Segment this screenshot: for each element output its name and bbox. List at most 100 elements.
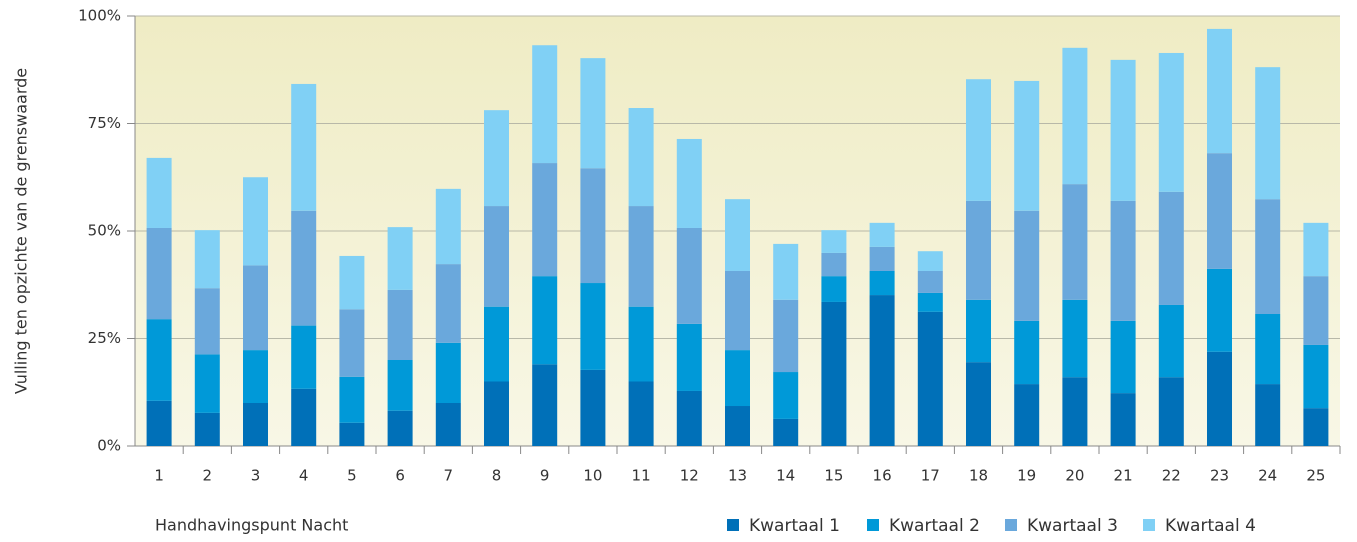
x-tick-label: 19 (1017, 467, 1036, 485)
bar-segment (243, 403, 268, 446)
bar-segment (1207, 351, 1232, 446)
bar-segment (773, 418, 799, 446)
x-tick-label: 15 (824, 467, 843, 485)
bar-segment (821, 276, 847, 302)
bar-segment (435, 403, 461, 446)
legend-swatch (1005, 519, 1017, 531)
bar-segment (821, 230, 847, 253)
legend-label: Kwartaal 2 (889, 516, 980, 536)
bar-segment (773, 372, 799, 419)
bar-segment (580, 168, 606, 284)
x-tick-label: 17 (921, 467, 940, 485)
bar-segment (1014, 210, 1040, 321)
bar-segment (628, 381, 654, 446)
bar-segment (243, 350, 268, 403)
y-tick-label: 75% (88, 114, 121, 132)
bar-segment (966, 200, 991, 300)
x-tick-label: 16 (873, 467, 892, 485)
bar-segment (1303, 408, 1329, 446)
x-tick-label: 24 (1258, 467, 1277, 485)
bar-segment (339, 255, 365, 310)
bar-segment (676, 227, 702, 324)
bar-segment (1303, 222, 1329, 277)
bar-segment (1207, 153, 1232, 269)
bar-segment (869, 246, 895, 271)
bar-segment (484, 306, 509, 382)
bar-segment (484, 206, 509, 307)
bar-segment (146, 400, 172, 446)
bar-segment (146, 319, 172, 401)
bar-segment (725, 270, 750, 351)
bar-segment (339, 376, 365, 423)
bar-segment (1014, 320, 1040, 385)
bar-segment (484, 381, 509, 446)
x-tick-label: 14 (776, 467, 795, 485)
bar-segment (194, 288, 220, 355)
x-tick-label: 11 (632, 467, 651, 485)
bar-segment (628, 306, 654, 382)
bar-segment (339, 309, 365, 377)
bar-segment (1303, 276, 1329, 345)
bar-segment (532, 163, 558, 277)
bar-segment (917, 270, 943, 293)
bar-segment (339, 422, 365, 446)
x-tick-label: 5 (347, 467, 357, 485)
bar-segment (194, 230, 220, 289)
bar-segment (1062, 184, 1088, 300)
bar-segment (1110, 59, 1136, 201)
bar-segment (387, 410, 413, 446)
y-tick-label: 25% (88, 329, 121, 347)
bar-segment (194, 354, 220, 413)
bar-segment (1303, 344, 1329, 409)
x-tick-label: 1 (154, 467, 164, 485)
bar-segment (1255, 313, 1281, 385)
x-tick-label: 18 (969, 467, 988, 485)
bar-segment (435, 188, 461, 265)
x-tick-label: 22 (1162, 467, 1181, 485)
bar-segment (1207, 268, 1232, 352)
bar-segment (243, 177, 268, 266)
bar-segment (194, 412, 220, 446)
bar-segment (580, 58, 606, 169)
x-tick-label: 9 (540, 467, 550, 485)
bar-segment (146, 157, 172, 228)
x-tick-label: 23 (1210, 467, 1229, 485)
bar-segment (435, 264, 461, 343)
x-tick-label: 6 (395, 467, 405, 485)
bar-segment (869, 270, 895, 296)
bar-segment (966, 79, 991, 201)
bar-segment (1158, 52, 1184, 192)
y-tick-label: 100% (78, 7, 121, 25)
legend-label: Kwartaal 3 (1027, 516, 1118, 536)
bar-segment (725, 199, 750, 271)
legend-swatch (1143, 519, 1155, 531)
y-tick-label: 50% (88, 222, 121, 240)
x-tick-label: 21 (1114, 467, 1133, 485)
legend-swatch (867, 519, 879, 531)
bar-segment (676, 390, 702, 446)
bar-segment (1014, 80, 1040, 211)
bar-segment (917, 311, 943, 446)
bar-segment (1110, 200, 1136, 321)
bar-segment (1255, 384, 1281, 446)
x-tick-label: 8 (492, 467, 502, 485)
bar-segment (532, 45, 558, 164)
x-axis-label: Handhavingspunt Nacht (155, 516, 348, 535)
x-tick-label: 10 (583, 467, 602, 485)
bar-segment (1062, 299, 1088, 378)
bar-segment (1014, 384, 1040, 446)
bar-segment (869, 222, 895, 247)
bar-segment (580, 369, 606, 446)
bar-segment (243, 265, 268, 351)
bar-segment (628, 206, 654, 307)
bar-segment (1158, 377, 1184, 446)
x-tick-label: 4 (299, 467, 309, 485)
bar-segment (676, 138, 702, 228)
bar-segment (387, 289, 413, 360)
bar-segment (725, 350, 750, 407)
bar-segment (580, 283, 606, 370)
bar-segment (917, 251, 943, 271)
bar-segment (966, 362, 991, 446)
bar-segment (387, 227, 413, 290)
